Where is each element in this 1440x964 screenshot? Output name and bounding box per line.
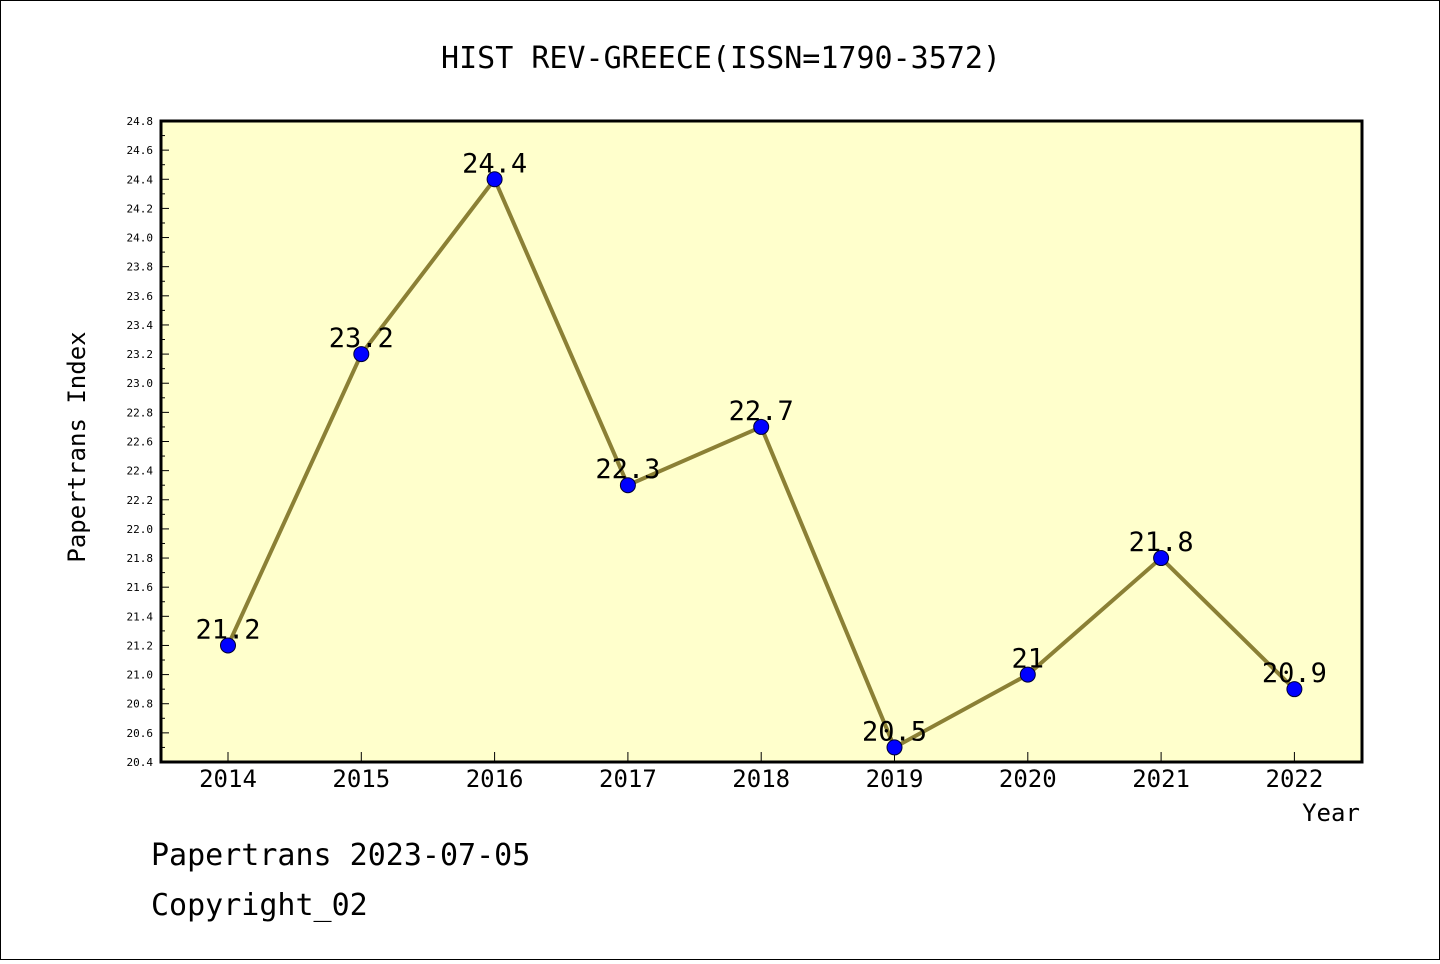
- x-tick-label: 2019: [866, 765, 924, 793]
- y-tick-label: 23.0: [127, 377, 154, 390]
- plot-area: [161, 121, 1362, 762]
- y-tick-label: 20.8: [127, 698, 154, 711]
- data-point-marker: [1286, 681, 1303, 698]
- x-tick-label: 2021: [1132, 765, 1190, 793]
- y-tick-label: 23.2: [127, 348, 154, 361]
- y-tick-label: 22.8: [127, 406, 154, 419]
- chart-title: HIST REV-GREECE(ISSN=1790-3572): [441, 41, 1001, 76]
- series-line-group: 21.2 23.2 24.4 22.3 22.7 20.5 21 21.8 20.9: [195, 148, 1327, 756]
- y-tick-label: 22.6: [127, 436, 154, 449]
- x-axis-label: Year: [1302, 799, 1360, 827]
- x-tick-label: 2020: [999, 765, 1057, 793]
- data-point-label: 24.4: [462, 148, 527, 179]
- plot-border: [159, 119, 1364, 764]
- data-point-label: 20.9: [1262, 658, 1327, 689]
- data-point-label: 21.2: [195, 614, 260, 645]
- y-tick-label: 21.8: [127, 552, 154, 565]
- y-tick-label: 23.6: [127, 290, 154, 303]
- data-point-marker: [1153, 550, 1170, 567]
- y-tick-label: 22.2: [127, 494, 154, 507]
- data-point-label: 20.5: [862, 716, 927, 747]
- y-tick-label: 23.8: [127, 261, 154, 274]
- data-point-marker: [486, 171, 503, 188]
- data-point-label: 23.2: [329, 323, 394, 354]
- y-axis-ticks: 20.4 20.6 20.8 21.0 21.2 21.4 21.6 21.8 22.0 22.2…: [127, 115, 169, 769]
- x-tick-label: 2014: [199, 765, 257, 793]
- y-tick-label: 21.6: [127, 581, 154, 594]
- x-tick-label: 2022: [1266, 765, 1324, 793]
- data-point-label: 22.3: [595, 454, 660, 485]
- x-tick-label: 2018: [732, 765, 790, 793]
- data-point-marker: [753, 418, 770, 435]
- y-tick-label: 22.4: [127, 465, 154, 478]
- y-tick-label: 24.6: [127, 144, 154, 157]
- y-axis-label: Papertrans Index: [63, 331, 91, 562]
- y-tick-label: 21.4: [127, 610, 154, 623]
- data-point-label: 22.7: [729, 396, 794, 427]
- y-tick-label: 21.2: [127, 639, 154, 652]
- data-point-marker: [886, 739, 903, 756]
- x-tick-label: 2016: [466, 765, 524, 793]
- y-tick-label: 20.6: [127, 727, 154, 740]
- data-point-label: 21: [1012, 644, 1045, 675]
- data-point-label: 21.8: [1129, 527, 1194, 558]
- x-tick-label: 2015: [332, 765, 390, 793]
- x-tick-label: 2017: [599, 765, 657, 793]
- y-tick-label: 20.4: [127, 756, 154, 769]
- y-tick-label: 24.0: [127, 232, 154, 245]
- data-point-marker: [220, 637, 236, 654]
- data-point-marker: [619, 477, 636, 494]
- y-tick-label: 24.8: [127, 115, 154, 128]
- x-axis-ticks: 2014 2015 2016 2017 2018 2019 2020 2021 2022: [199, 752, 1323, 793]
- y-tick-label: 24.4: [127, 173, 154, 186]
- footer-copyright: Copyright_02: [151, 888, 368, 923]
- y-tick-label: 21.0: [127, 669, 154, 682]
- y-tick-label: 22.0: [127, 523, 154, 536]
- footer-date: Papertrans 2023-07-05: [151, 838, 530, 873]
- data-point-marker: [1019, 666, 1036, 683]
- y-tick-label: 24.2: [127, 202, 154, 215]
- data-point-marker: [353, 346, 370, 363]
- y-tick-label: 23.4: [127, 319, 154, 332]
